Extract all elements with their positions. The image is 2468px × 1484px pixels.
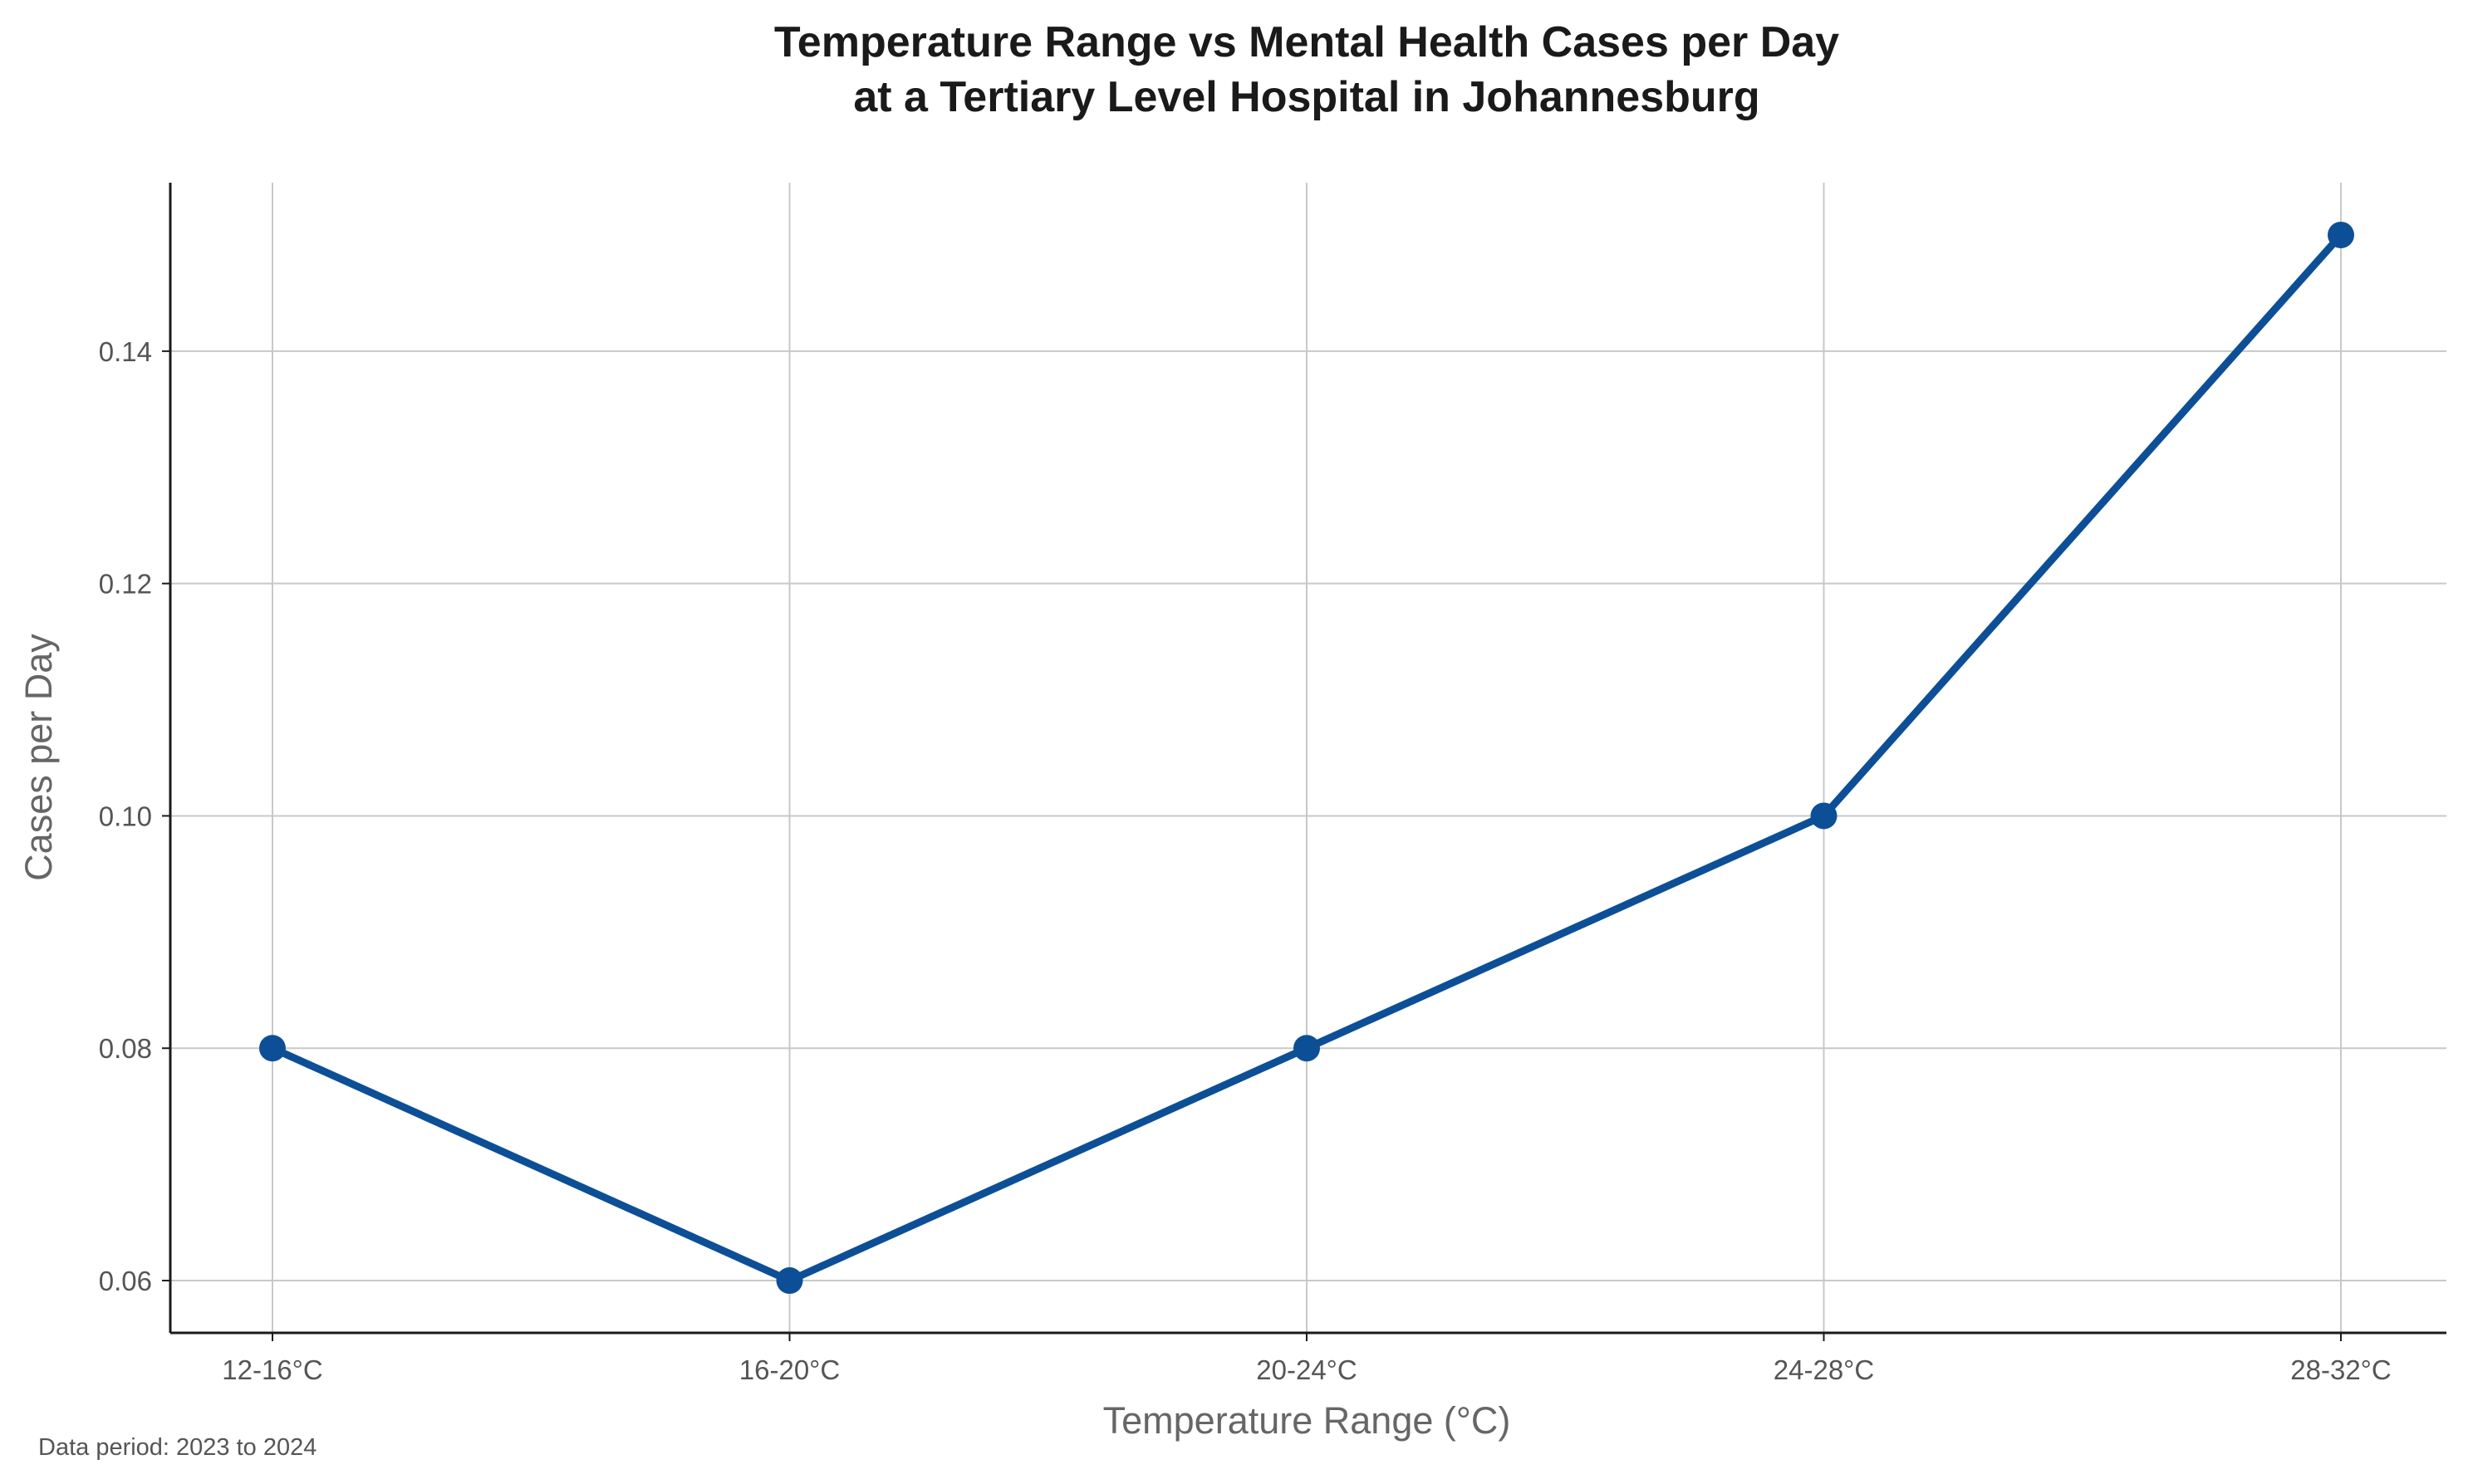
- chart-title-line-2: at a Tertiary Level Hospital in Johannes…: [853, 73, 1759, 121]
- data-point: [1810, 802, 1838, 830]
- x-tick-label: 24-28°C: [1774, 1354, 1874, 1385]
- axes-layer: [162, 183, 2446, 1341]
- y-axis-label: Cases per Day: [17, 634, 60, 881]
- grid-layer: [170, 183, 2446, 1333]
- x-axis-label: Temperature Range (°C): [1103, 1399, 1511, 1442]
- y-tick-label: 0.14: [99, 336, 152, 367]
- data-point: [1293, 1035, 1320, 1062]
- footnote: Data period: 2023 to 2024: [38, 1434, 316, 1461]
- x-tick-label: 12-16°C: [222, 1354, 322, 1385]
- labels-layer: 0.06 0.08 0.10 0.12 0.14 12-16°C 16-20°C 20-24°…: [99, 336, 2392, 1385]
- chart-title-line-1: Temperature Range vs Mental Health Cases…: [774, 18, 1839, 66]
- y-tick-label: 0.06: [99, 1266, 152, 1296]
- y-tick-label: 0.10: [99, 801, 152, 831]
- x-tick-label: 28-32°C: [2290, 1354, 2391, 1385]
- data-point: [2328, 221, 2354, 248]
- y-tick-label: 0.08: [99, 1033, 152, 1064]
- series-layer: [259, 221, 2354, 1295]
- data-point: [776, 1267, 803, 1295]
- data-point: [259, 1035, 286, 1062]
- x-tick-label: 16-20°C: [739, 1354, 840, 1385]
- x-tick-label: 20-24°C: [1256, 1354, 1357, 1385]
- y-tick-label: 0.12: [99, 569, 152, 600]
